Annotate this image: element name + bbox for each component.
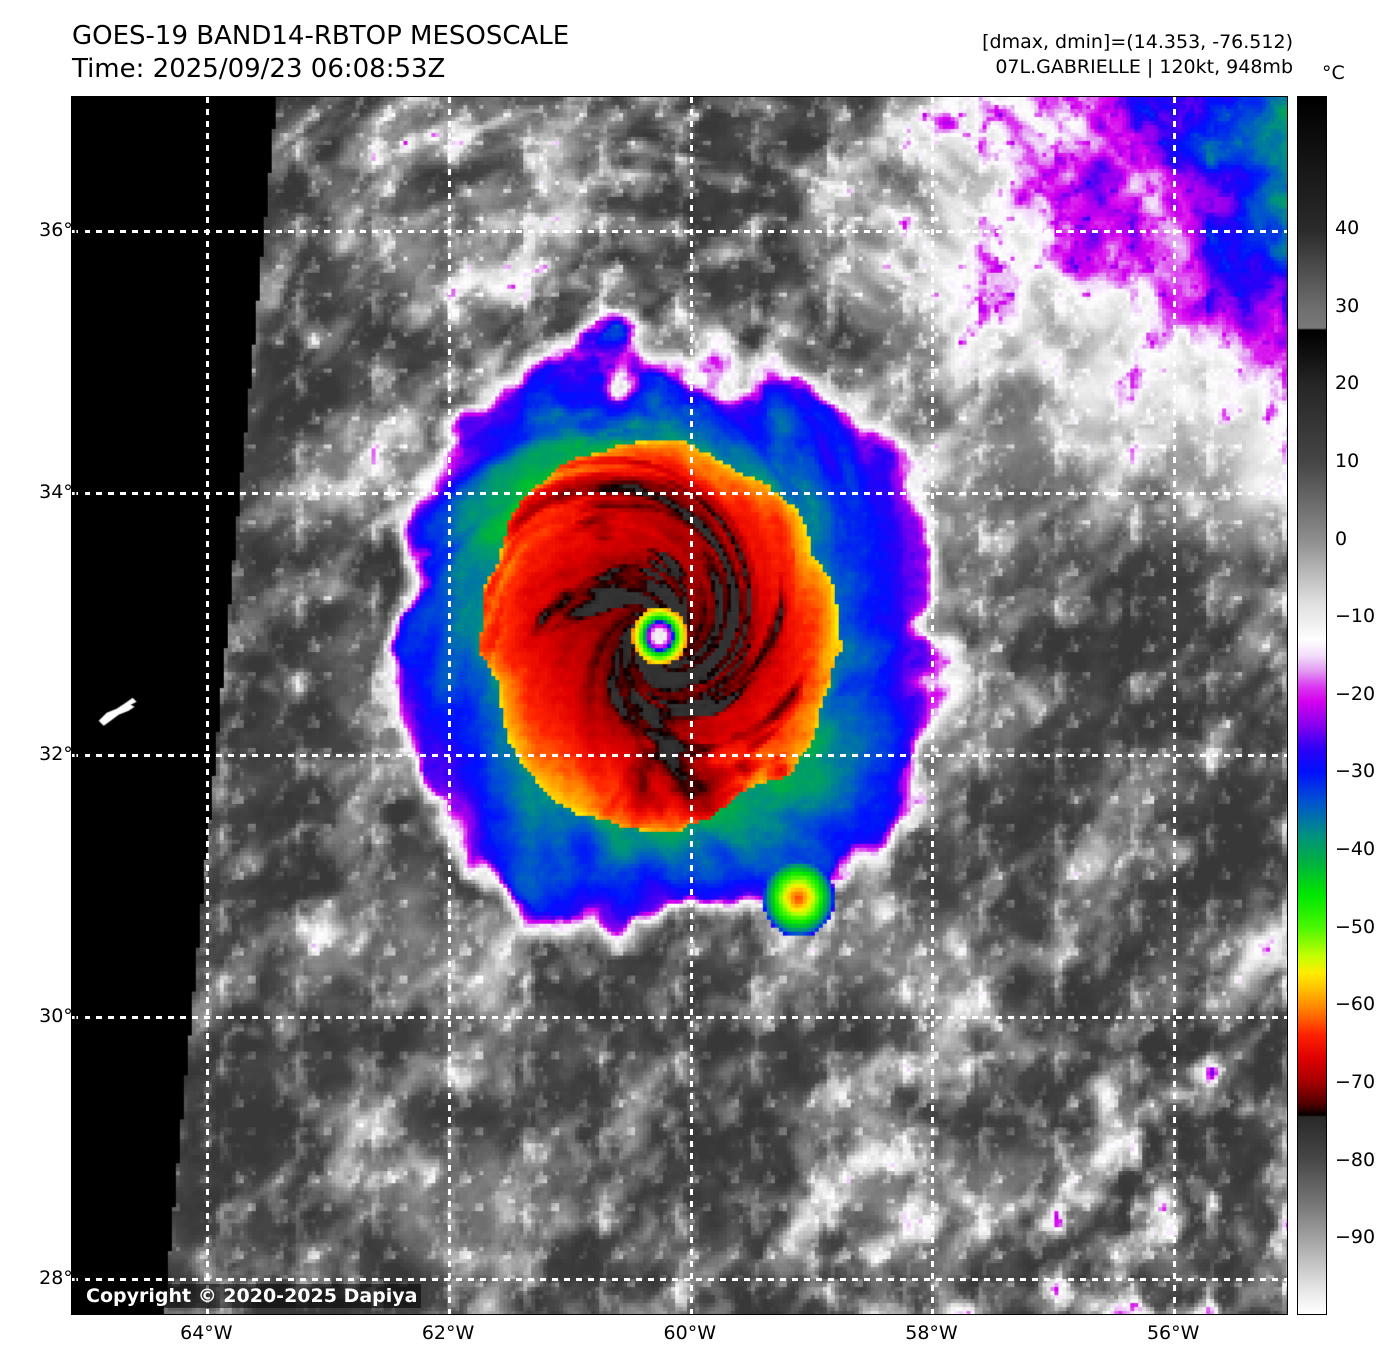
latitude-tick-label: 28°N <box>39 1267 87 1290</box>
timestamp-label: Time: 2025/09/23 06:08:53Z <box>72 54 446 84</box>
latitude-tick-label: 34°N <box>39 480 87 503</box>
latitude-tick-label: 36°N <box>39 218 87 241</box>
latitude-tick-label: 32°N <box>39 742 87 765</box>
colorbar-tick-label: 40 <box>1335 216 1360 239</box>
colorbar-tick-label: −40 <box>1335 838 1376 861</box>
colorbar-tick-label: −20 <box>1335 682 1376 705</box>
header-meta-block: [dmax, dmin]=(14.353, -76.512) 07L.GABRI… <box>982 30 1293 80</box>
longitude-tick-label: 56°W <box>1146 1322 1200 1344</box>
copyright-label: Copyright © 2020-2025 Dapiya <box>82 1284 422 1308</box>
colorbar-tick-label: −70 <box>1335 1071 1376 1094</box>
satellite-image-plot[interactable]: Copyright © 2020-2025 Dapiya <box>71 96 1288 1315</box>
latitude-tick-label: 30°N <box>39 1005 87 1028</box>
colorbar-unit-label: °C <box>1322 62 1345 84</box>
colorbar-tick-label: −10 <box>1335 605 1376 628</box>
colorbar-gradient <box>1297 96 1327 1315</box>
colorbar-tick-label: −50 <box>1335 915 1376 938</box>
storm-info-label: 07L.GABRIELLE | 120kt, 948mb <box>995 56 1293 78</box>
colorbar-tick-label: 30 <box>1335 294 1360 317</box>
colorbar[interactable] <box>1297 96 1327 1315</box>
page-title: GOES-19 BAND14-RBTOP MESOSCALE <box>72 21 570 51</box>
colorbar-tick-label: −80 <box>1335 1148 1376 1171</box>
longitude-tick-label: 58°W <box>905 1322 958 1344</box>
longitude-tick-label: 64°W <box>180 1322 233 1344</box>
header-title-block: GOES-19 BAND14-RBTOP MESOSCALE Time: 202… <box>72 20 569 86</box>
colorbar-tick-label: 20 <box>1335 372 1360 395</box>
colorbar-tick-label: −90 <box>1335 1226 1376 1249</box>
dmax-dmin-label: [dmax, dmin]=(14.353, -76.512) <box>982 31 1293 53</box>
longitude-tick-label: 62°W <box>421 1322 475 1344</box>
colorbar-tick-label: −60 <box>1335 993 1376 1016</box>
colorbar-tick-label: 0 <box>1335 527 1348 550</box>
longitude-tick-label: 60°W <box>663 1322 716 1344</box>
colorbar-tick-label: 10 <box>1335 449 1360 472</box>
colorbar-tick-label: −30 <box>1335 760 1376 783</box>
satellite-imagery-canvas <box>72 97 1287 1314</box>
